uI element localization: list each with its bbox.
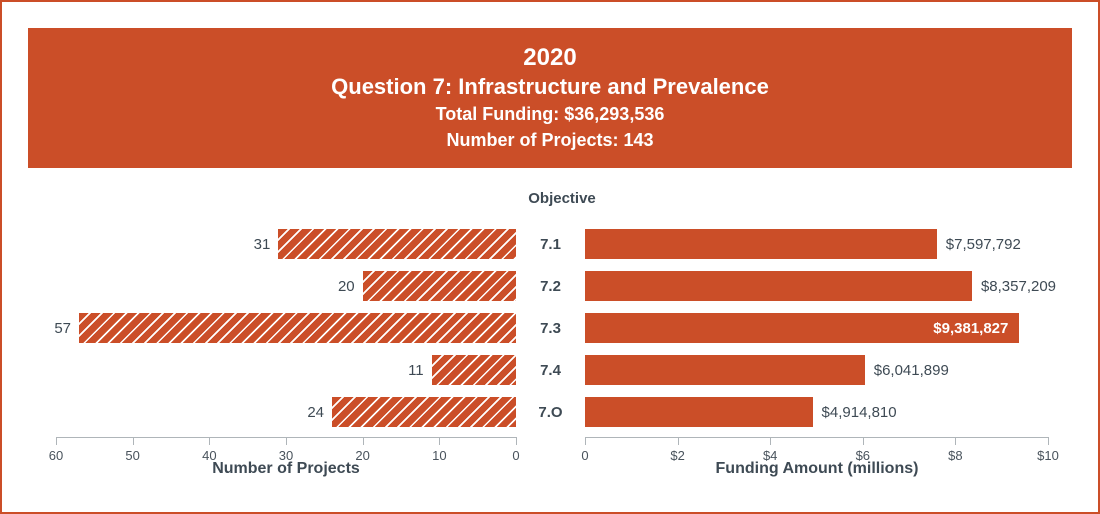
number-of-projects-text: Number of Projects: 143: [446, 129, 654, 150]
left-axis-tick: [56, 437, 57, 445]
funding-bar: [585, 397, 813, 427]
projects-value-label: 24: [307, 404, 324, 421]
left-axis-tick-label: 0: [512, 448, 520, 463]
right-axis-title: Funding Amount (millions): [715, 460, 919, 477]
right-axis-tick: [955, 437, 957, 445]
objective-column-header: Objective: [528, 190, 596, 207]
projects-bar: [362, 271, 516, 301]
projects-value-label: 31: [253, 236, 271, 253]
right-axis-tick: [770, 437, 772, 445]
projects-bar: [332, 397, 516, 427]
report-year: 2020: [523, 43, 577, 71]
right-axis-tick-label: $6: [855, 448, 871, 463]
funding-value-label: $7,597,792: [945, 236, 1021, 253]
left-axis-tick: [209, 437, 211, 445]
right-axis-tick: [1048, 437, 1049, 445]
left-axis-tick-label: 60: [48, 448, 64, 463]
left-axis-tick: [362, 437, 364, 445]
funding-bar: [585, 313, 1020, 343]
funding-value-label: $9,381,827: [933, 320, 1009, 337]
left-axis-tick-label: 10: [432, 448, 447, 463]
projects-value-label: 57: [54, 320, 71, 337]
funding-value-label: $4,914,810: [821, 404, 897, 421]
projects-value-label: 11: [408, 362, 424, 379]
projects-value-label: 20: [337, 278, 355, 295]
objective-label: 7.4: [540, 362, 561, 379]
left-axis-tick-label: 40: [202, 448, 217, 463]
right-axis-tick-label: $10: [1037, 448, 1059, 463]
right-axis-tick-label: 0: [581, 448, 589, 463]
objective-label: 7.O: [538, 404, 563, 421]
left-axis-tick-label: 30: [278, 448, 294, 463]
report-title: Question 7: Infrastructure and Prevalenc…: [331, 74, 769, 100]
funding-value-label: $8,357,209: [980, 278, 1057, 295]
report-header: 2020 Question 7: Infrastructure and Prev…: [28, 28, 1072, 168]
objective-label: 7.1: [540, 236, 561, 253]
right-axis-tick-label: $2: [670, 448, 685, 463]
right-axis-tick: [585, 437, 586, 445]
left-axis-tick: [132, 437, 134, 445]
right-axis-line: [585, 437, 1048, 438]
left-axis-tick: [439, 437, 441, 445]
left-axis-tick: [286, 437, 287, 445]
projects-bar: [278, 229, 516, 259]
funding-bar: [585, 355, 865, 385]
right-axis-tick: [677, 437, 679, 445]
projects-bar: [431, 355, 516, 385]
projects-bar: [79, 313, 516, 343]
right-axis-tick-label: $8: [948, 448, 963, 463]
left-axis-tick-label: 50: [125, 448, 140, 463]
funding-value-label: $6,041,899: [873, 362, 949, 379]
funding-bar: [585, 229, 937, 259]
objective-label: 7.2: [540, 278, 561, 295]
objective-label: 7.3: [540, 320, 561, 337]
total-funding-text: Total Funding: $36,293,536: [435, 103, 665, 124]
right-axis-tick: [862, 437, 864, 445]
right-axis-tick-label: $4: [762, 448, 778, 463]
left-axis-tick-label: 20: [355, 448, 370, 463]
left-axis-title: Number of Projects: [212, 460, 360, 477]
funding-bar: [585, 271, 972, 301]
left-axis-tick: [516, 437, 517, 445]
